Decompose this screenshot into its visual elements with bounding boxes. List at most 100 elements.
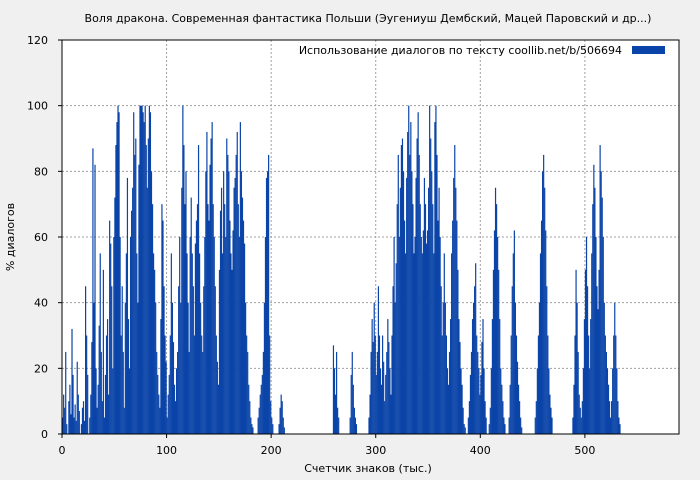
bar bbox=[503, 417, 505, 434]
bar bbox=[493, 230, 496, 434]
bar bbox=[472, 302, 475, 434]
bar bbox=[353, 407, 355, 434]
bar bbox=[333, 368, 336, 434]
bar bbox=[511, 286, 513, 434]
bar bbox=[68, 401, 70, 434]
bar bbox=[453, 177, 455, 434]
x-axis: 0 100 200 300 400 500 bbox=[59, 434, 595, 457]
bar bbox=[375, 374, 377, 434]
bar bbox=[151, 204, 154, 434]
bar bbox=[96, 407, 98, 434]
bar bbox=[514, 302, 517, 434]
bar bbox=[443, 253, 445, 434]
bar bbox=[223, 171, 225, 435]
bar bbox=[579, 407, 581, 434]
bar bbox=[173, 384, 176, 434]
bar bbox=[201, 335, 203, 434]
bar bbox=[415, 177, 417, 434]
bar bbox=[471, 319, 474, 434]
bar bbox=[383, 361, 385, 434]
bar bbox=[485, 417, 487, 434]
bar bbox=[488, 424, 490, 434]
bar bbox=[369, 394, 371, 434]
bar bbox=[208, 220, 210, 434]
y-tick-label: 80 bbox=[34, 165, 48, 178]
bar bbox=[337, 407, 339, 434]
bar bbox=[410, 122, 412, 434]
bar bbox=[588, 335, 590, 434]
bar bbox=[281, 401, 283, 434]
bar bbox=[174, 401, 177, 434]
bar bbox=[189, 237, 191, 434]
bar bbox=[440, 286, 442, 434]
bar bbox=[608, 401, 611, 434]
bar bbox=[456, 220, 458, 434]
bar bbox=[431, 171, 433, 435]
bar bbox=[242, 220, 245, 434]
bar bbox=[145, 145, 147, 435]
bar bbox=[592, 204, 594, 434]
bar bbox=[270, 401, 272, 434]
bar bbox=[408, 105, 410, 435]
bar bbox=[80, 424, 83, 434]
bar bbox=[150, 171, 153, 435]
bar bbox=[182, 105, 184, 435]
bar bbox=[278, 424, 280, 434]
bar bbox=[108, 394, 110, 434]
bar bbox=[494, 187, 497, 434]
x-tick-label: 400 bbox=[470, 444, 491, 457]
bar bbox=[416, 138, 418, 434]
bar bbox=[98, 325, 100, 434]
bar bbox=[135, 138, 137, 434]
bar bbox=[262, 351, 264, 434]
bar bbox=[94, 164, 96, 434]
bar bbox=[424, 204, 427, 434]
bar bbox=[439, 237, 441, 434]
bar bbox=[203, 286, 205, 434]
bar bbox=[508, 417, 510, 434]
bar bbox=[235, 154, 237, 434]
bar bbox=[577, 351, 579, 434]
bar bbox=[615, 335, 617, 434]
bar bbox=[163, 286, 165, 434]
bar bbox=[265, 177, 268, 434]
bar bbox=[454, 145, 456, 435]
bar bbox=[248, 384, 250, 434]
bar bbox=[463, 424, 465, 434]
bar bbox=[395, 263, 397, 434]
bar bbox=[371, 319, 373, 434]
bar bbox=[502, 401, 504, 434]
bar bbox=[539, 253, 542, 434]
bar bbox=[589, 368, 591, 434]
bar bbox=[403, 220, 406, 434]
bar bbox=[489, 407, 491, 434]
bar bbox=[146, 187, 148, 434]
y-axis-label: % диалогов bbox=[4, 203, 17, 271]
bar bbox=[156, 351, 158, 434]
bar bbox=[164, 335, 166, 434]
bar bbox=[500, 368, 502, 434]
bar bbox=[335, 351, 338, 434]
bar bbox=[251, 424, 253, 434]
bar bbox=[193, 335, 195, 434]
bar bbox=[125, 253, 127, 434]
bar bbox=[133, 112, 135, 434]
y-tick-label: 100 bbox=[27, 100, 48, 113]
bar bbox=[191, 253, 193, 434]
bar bbox=[545, 230, 547, 434]
bar bbox=[513, 230, 515, 434]
bar bbox=[162, 220, 164, 434]
bar bbox=[401, 138, 404, 434]
bar bbox=[239, 122, 241, 434]
bar bbox=[76, 361, 78, 434]
bar bbox=[70, 414, 72, 434]
bar bbox=[85, 286, 87, 434]
bar bbox=[246, 335, 248, 434]
bar bbox=[590, 319, 592, 434]
bar bbox=[264, 237, 267, 434]
bar bbox=[458, 319, 460, 434]
bar bbox=[184, 204, 186, 434]
bar bbox=[417, 112, 419, 434]
bars bbox=[62, 105, 621, 435]
bar bbox=[272, 424, 274, 434]
